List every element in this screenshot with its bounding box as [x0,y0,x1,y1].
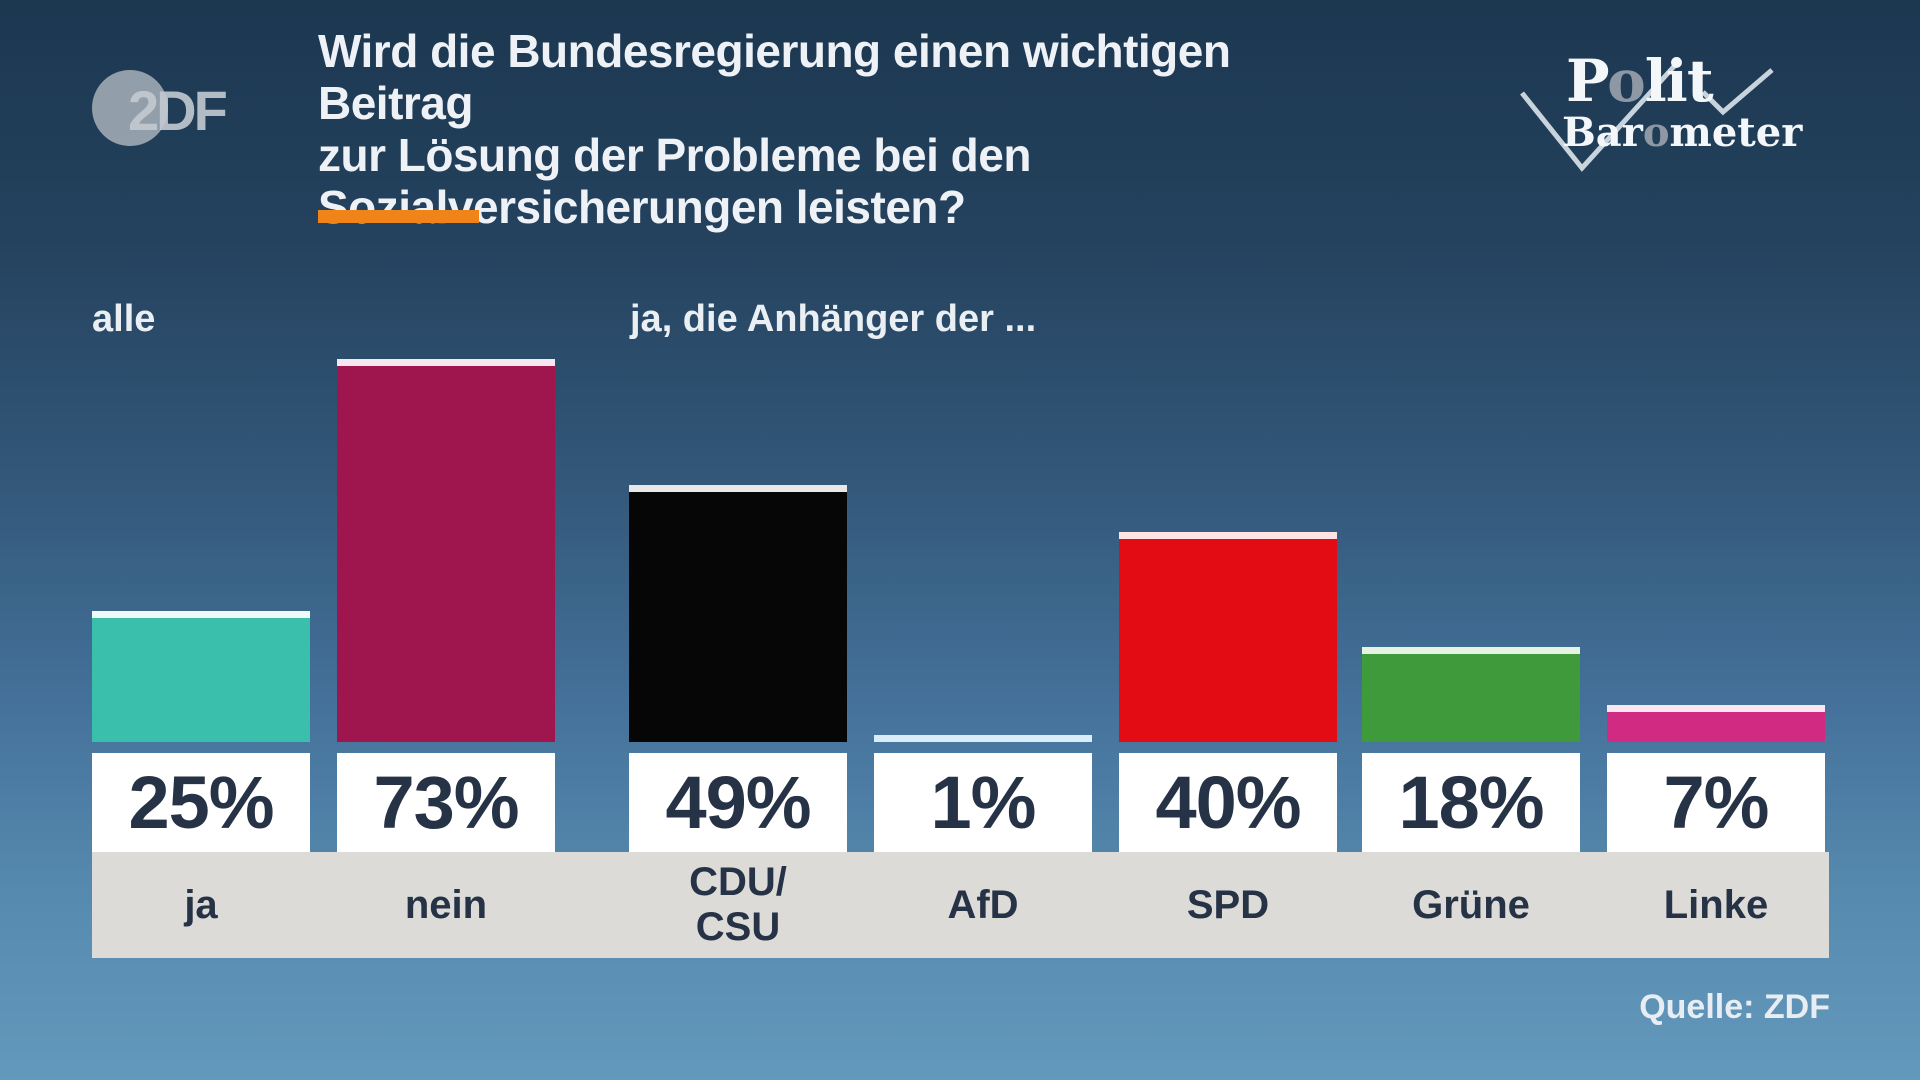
value-box: 25% [92,753,310,852]
zdf-logo-circle [92,70,168,146]
bar-cap [1119,532,1337,539]
orange-accent-rule [318,210,479,223]
category-label: Grüne [1412,882,1530,927]
bar-ja [92,611,310,742]
value-box: 40% [1119,753,1337,852]
category-band [92,852,1829,958]
source-credit: Quelle: ZDF [1639,988,1830,1026]
bar-nein [337,359,555,742]
bar-cap [92,611,310,618]
bar-cap [629,485,847,492]
value-label: 1% [930,761,1037,844]
group-label-alle: alle [92,298,156,340]
zdf-logo-text: 2DF [128,79,228,142]
bar-afd [874,735,1092,742]
value-label: 40% [1155,761,1301,844]
barometer-wordmark: Barometer [1562,109,1803,156]
value-box: 49% [629,753,847,852]
value-label: 25% [128,761,274,844]
value-label: 7% [1663,761,1770,844]
category-label: SPD [1186,882,1270,927]
bar-column-afd: 1% AfD [874,0,1092,1080]
category-label: nein [404,882,488,927]
bar-column-spd: 40% SPD [1119,0,1337,1080]
category-label: CDU/ CSU [689,860,787,949]
bar-linke [1607,705,1825,742]
value-box: 7% [1607,753,1825,852]
politbarometer-logo: Polit Barometer [1500,35,1810,185]
value-label: 18% [1398,761,1544,844]
bar-spd [1119,532,1337,742]
value-box: 1% [874,753,1092,852]
polit-wordmark: Polit [1566,47,1714,115]
bar-column-ja: 25% ja [92,0,310,1080]
category-label: ja [184,882,218,927]
bar-cdu-csu [629,485,847,742]
bar-cap [337,359,555,366]
checkmark-zigzag-icon [1520,60,1774,172]
value-box: 18% [1362,753,1580,852]
group-label-anhaenger: ja, die Anhänger der ... [630,298,1037,340]
bar-column-gruene: 18% Grüne [1362,0,1580,1080]
value-box: 73% [337,753,555,852]
bar-cap [1362,647,1580,654]
question-title: Wird die Bundesregierung einen wichtigen… [318,25,1231,233]
bar-cap [1607,705,1825,712]
bar-cap [874,735,1092,742]
zdf-logo: 2DF [92,70,272,150]
category-label: AfD [947,882,1019,927]
category-label: Linke [1663,882,1769,927]
value-label: 73% [373,761,519,844]
bar-column-cdu-csu: 49% CDU/ CSU [629,0,847,1080]
bar-column-linke: 7% Linke [1607,0,1825,1080]
bar-column-nein: 73% nein [337,0,555,1080]
bar-gruene [1362,647,1580,742]
value-label: 49% [665,761,811,844]
